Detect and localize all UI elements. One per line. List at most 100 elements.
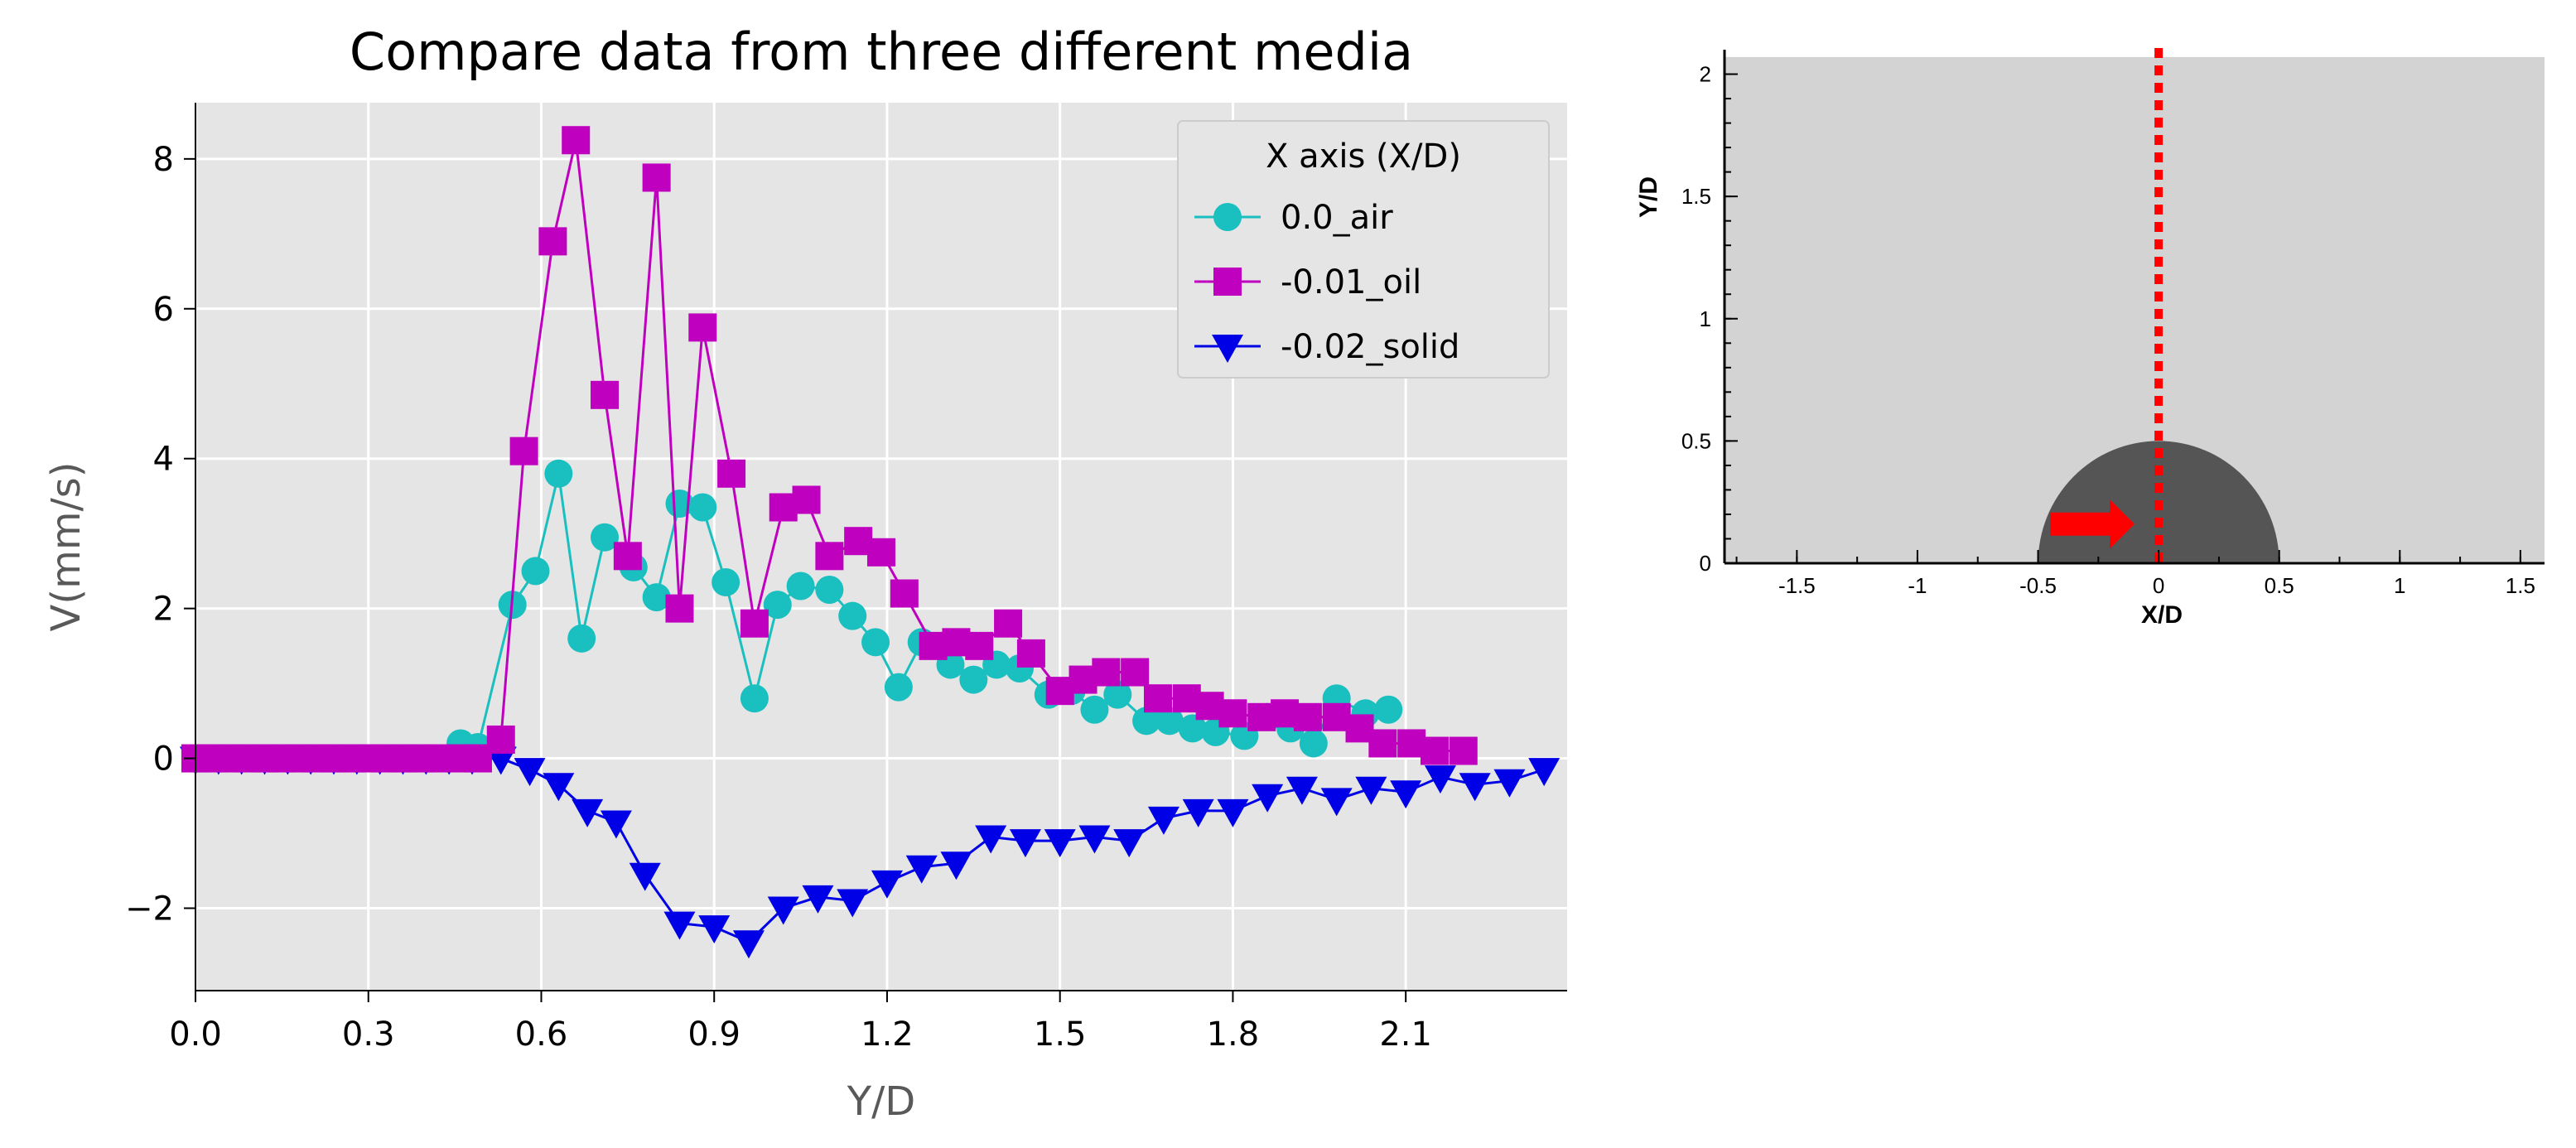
data-point — [965, 631, 994, 660]
y-tick-label: 4 — [153, 441, 174, 479]
legend-label: -0.02_solid — [1281, 328, 1459, 366]
data-point — [486, 725, 515, 754]
data-point — [1449, 736, 1478, 765]
data-point — [1147, 806, 1179, 835]
data-point — [514, 758, 546, 787]
x-tick-label: 0.0 — [169, 1015, 222, 1054]
data-point — [1424, 765, 1456, 794]
data-point — [740, 609, 769, 638]
inset-y-tick-label: 0.5 — [1681, 428, 1711, 453]
legend-marker — [1212, 335, 1243, 363]
data-point — [802, 885, 834, 914]
inset-tick-labels: -1.5 -1 -0.5 0 0.5 1 1.5 0 0.5 1 1.5 2 — [1681, 62, 2535, 598]
data-point — [629, 862, 661, 891]
data-point — [1092, 658, 1121, 687]
data-point — [1368, 729, 1397, 758]
x-tick-label: 2.1 — [1379, 1015, 1432, 1054]
inset-x-tick-label: -1 — [1908, 573, 1927, 598]
data-point — [1286, 776, 1318, 805]
legend-title: X axis (X/D) — [1266, 137, 1461, 176]
data-point — [1528, 758, 1561, 787]
data-point — [600, 810, 632, 839]
data-point — [521, 557, 550, 586]
data-point — [1218, 699, 1247, 728]
data-point — [642, 163, 671, 192]
data-point — [1132, 707, 1161, 736]
x-axis-label: Y/D — [847, 1078, 915, 1125]
data-point — [837, 889, 869, 918]
data-point — [1293, 702, 1322, 731]
data-point — [663, 911, 696, 940]
data-point — [509, 437, 538, 465]
data-point — [1459, 773, 1491, 802]
data-point — [591, 523, 620, 552]
flow-arrow-icon — [2050, 499, 2135, 549]
y-axis-label: V(mm/s) — [43, 462, 89, 632]
data-point — [1320, 788, 1353, 817]
data-point — [871, 870, 903, 899]
inset-x-tick-label: 0 — [2153, 573, 2164, 598]
data-point — [861, 628, 890, 657]
main-chart: 0.0 0.3 0.6 0.9 1.2 1.5 1.8 2.1 −2 0 2 4 6 8 Compare … — [43, 22, 1567, 1125]
data-point — [1182, 798, 1214, 827]
axes — [195, 103, 1567, 991]
data-point — [642, 583, 671, 612]
legend: X axis (X/D) 0.0_air -0.01_oil -0.02_solid — [1177, 120, 1550, 379]
data-point — [688, 493, 717, 522]
data-point — [884, 673, 913, 702]
data-point — [1420, 736, 1449, 765]
data-point — [717, 459, 746, 488]
x-tick-label: 0.6 — [515, 1015, 568, 1054]
data-point — [1374, 695, 1403, 724]
data-point — [1143, 684, 1172, 713]
x-tick-label: 1.2 — [861, 1015, 914, 1054]
series-group — [180, 126, 1561, 959]
legend-label: 0.0_air — [1281, 199, 1393, 237]
data-point — [591, 380, 620, 409]
legend-entry: -0.01_oil — [1194, 263, 1421, 301]
data-point — [1113, 829, 1146, 858]
y-tick-label: −2 — [125, 890, 174, 928]
inset-y-tick-label: 2 — [1700, 62, 1711, 87]
inset-x-tick-label: 1.5 — [2506, 573, 2535, 598]
data-point — [688, 313, 717, 342]
data-point — [786, 572, 815, 601]
inset-y-tick-label: 1.5 — [1681, 184, 1711, 209]
x-tick-label: 0.3 — [342, 1015, 395, 1054]
legend-box — [1177, 120, 1550, 379]
inset-x-tick-label: 1 — [2394, 573, 2405, 598]
data-point — [1252, 784, 1284, 813]
data-point — [1355, 776, 1387, 805]
legend-entry: -0.02_solid — [1194, 328, 1459, 366]
data-point — [1390, 780, 1422, 809]
inset-x-tick-label: 0.5 — [2265, 573, 2294, 598]
data-point — [792, 485, 821, 514]
data-point — [815, 576, 844, 605]
inset-y-label: Y/D — [1635, 176, 1662, 218]
data-point — [767, 896, 799, 925]
x-tick-label: 0.9 — [687, 1015, 740, 1054]
inset-y-tick-label: 1 — [1700, 306, 1711, 331]
x-tick-label: 1.5 — [1034, 1015, 1087, 1054]
data-point — [543, 773, 575, 802]
data-point — [1009, 829, 1041, 858]
data-point — [572, 798, 604, 827]
data-point — [544, 459, 573, 488]
series--0.01_oil — [181, 126, 1478, 773]
data-point — [485, 746, 517, 775]
x-tick-label: 1.8 — [1207, 1015, 1260, 1054]
data-point — [1044, 829, 1076, 858]
data-point — [815, 542, 844, 571]
inset-y-tick-label: 0 — [1700, 551, 1711, 576]
data-point — [1178, 714, 1207, 743]
data-point — [994, 609, 1023, 638]
data-point — [1080, 695, 1109, 724]
data-point — [890, 579, 919, 608]
data-point — [763, 591, 792, 620]
data-point — [1217, 798, 1249, 827]
data-point — [567, 624, 596, 653]
data-point — [698, 915, 731, 944]
legend-label: -0.01_oil — [1281, 263, 1421, 301]
data-point — [905, 855, 938, 884]
